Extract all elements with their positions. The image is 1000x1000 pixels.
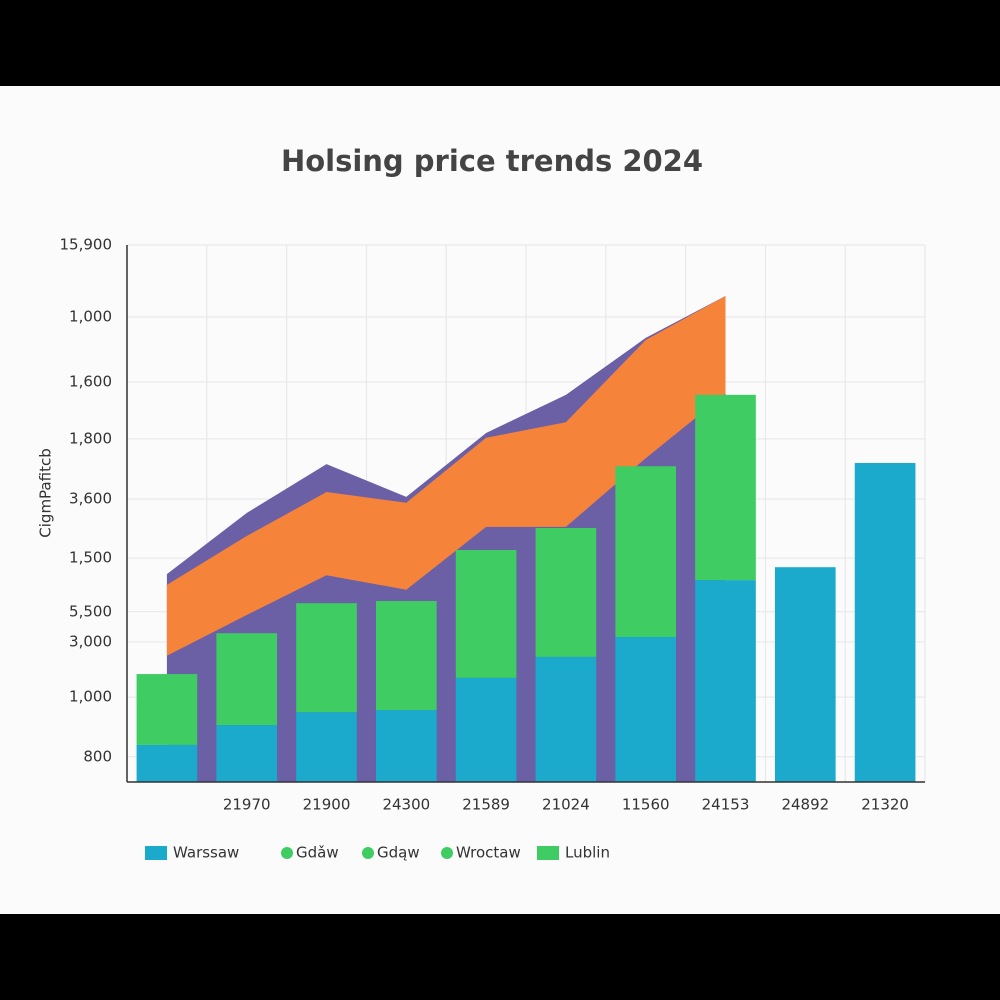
bar: [455, 550, 517, 678]
plot: 800 1,000 3,000 5,500 1,500 3,600 1,800 1,600 1,…: [60, 236, 926, 862]
legend-marker: [441, 847, 453, 859]
x-tick-label: 21589: [462, 796, 510, 814]
x-tick-label: 24300: [382, 796, 430, 814]
y-tick-label: 3,600: [69, 490, 112, 508]
y-tick-label: 1,000: [69, 307, 112, 325]
y-axis-label: CigmPafitcb: [37, 448, 55, 537]
bar: [854, 463, 916, 782]
legend-label: Gdąw: [377, 844, 420, 862]
bar: [296, 712, 357, 782]
bar: [296, 603, 357, 713]
legend-label: Lublin: [565, 844, 610, 862]
x-tick-label: 21970: [223, 796, 271, 814]
y-tick-label: 5,500: [69, 602, 112, 620]
y-tick-label: 1,600: [69, 372, 112, 390]
legend-marker: [362, 847, 374, 859]
legend-marker: [537, 846, 559, 860]
x-tick-label: 24153: [702, 796, 750, 814]
x-tick-label: 21900: [303, 796, 351, 814]
bar: [695, 580, 756, 782]
x-tick-label: 11560: [622, 796, 670, 814]
x-tick-label: 21024: [542, 796, 590, 814]
bar: [216, 725, 278, 782]
y-tick-label: 3,000: [69, 632, 112, 650]
legend-marker: [281, 847, 293, 859]
bar: [216, 633, 278, 726]
bar: [615, 637, 677, 782]
y-tick-label: 1,800: [69, 429, 112, 447]
bar: [535, 656, 597, 782]
bar: [136, 744, 198, 782]
bar: [695, 394, 756, 581]
bar: [136, 674, 198, 745]
area: [166, 296, 726, 656]
legend-marker: [145, 846, 167, 860]
y-tick-label: 15,900: [60, 236, 113, 254]
legend-label: Wroctaw: [456, 844, 521, 862]
bar: [615, 466, 677, 638]
bar: [535, 527, 597, 657]
bar: [375, 601, 437, 711]
bar: [455, 677, 517, 782]
y-tick-label: 1,000: [69, 688, 112, 706]
y-tick-label: 1,500: [69, 549, 112, 567]
bar: [375, 710, 437, 782]
bar: [774, 567, 836, 782]
x-tick-label: 24892: [781, 796, 829, 814]
legend-label: Gdǎw: [296, 844, 339, 862]
y-tick-label: 800: [83, 747, 112, 765]
legend-label: Warssaw: [173, 844, 239, 862]
chart-title: Holsing price trends 2024: [281, 144, 703, 178]
x-tick-label: 21320: [861, 796, 909, 814]
